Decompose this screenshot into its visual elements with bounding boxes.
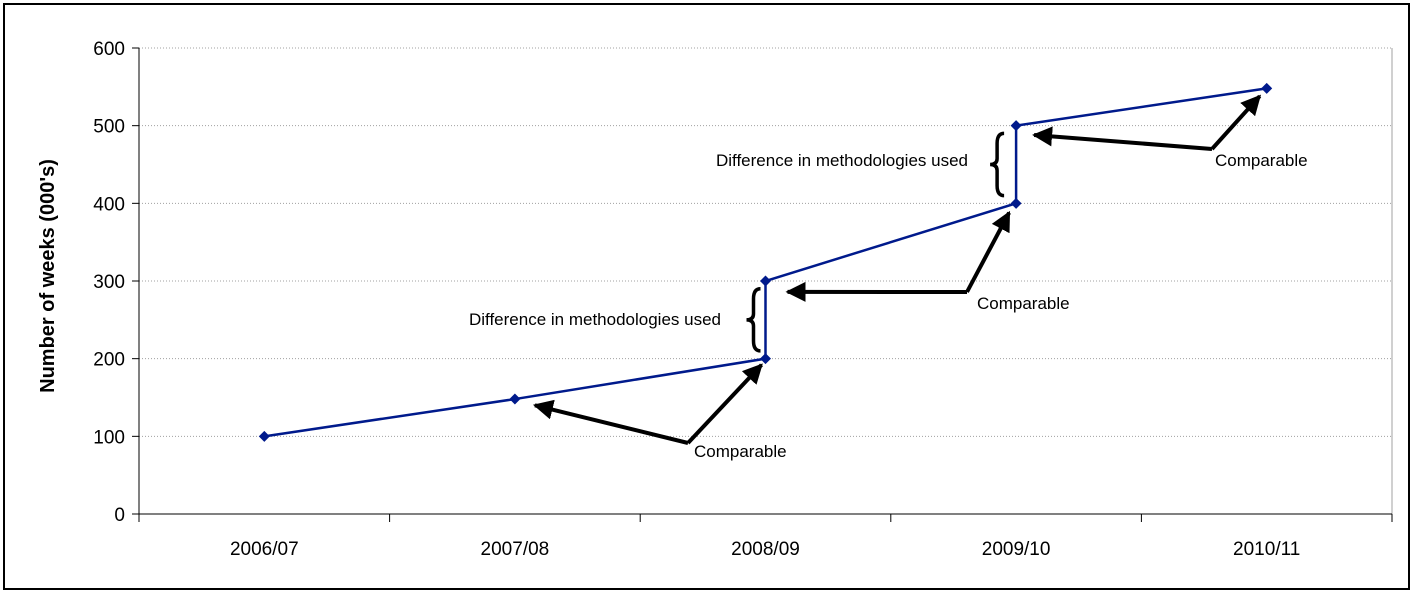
x-tick-label: 2008/09 [731,539,800,560]
gridlines [139,47,1392,437]
annotation-brace [746,287,761,353]
annotation-brace [990,131,1005,198]
y-tick-label: 0 [114,505,125,526]
series-1 [258,82,1273,442]
annotation-label: Difference in methodologies used [716,151,968,170]
y-tick-label: 200 [93,350,125,371]
x-tick-label: 2006/07 [230,539,299,560]
data-point [1010,120,1022,132]
annotations: Difference in methodologies used Differen… [469,94,1308,461]
annotation-label: Comparable [694,442,787,461]
data-point [1010,197,1022,209]
x-tick-label: 2010/11 [1233,539,1300,560]
y-tick-label: 300 [93,272,125,293]
y-tick-label: 600 [93,39,125,60]
annotation-arrow [1032,126,1213,151]
axes: 0 100 200 300 400 500 600 2006/07 2007/08 2008/09… [93,39,1393,560]
data-point [760,353,771,365]
x-tick-label: 2007/08 [481,539,550,560]
x-tick-label: 2009/10 [982,539,1051,560]
data-point [509,393,521,405]
annotation-label: Comparable [977,294,1070,313]
y-tick-label: 100 [93,427,125,448]
annotation-arrow [686,363,763,445]
data-point [1261,82,1273,94]
annotation-label: Difference in methodologies used [469,310,721,329]
y-tick-label: 500 [93,117,125,138]
data-point [258,430,270,442]
annotation-arrow [532,399,689,445]
data-point [760,275,771,287]
annotation-arrow [965,210,1011,293]
y-axis-title: Number of weeks (000's) [37,159,59,393]
y-tick-label: 400 [93,194,125,215]
annotation-arrow [1210,94,1262,151]
annotation-label: Comparable [1215,151,1308,170]
